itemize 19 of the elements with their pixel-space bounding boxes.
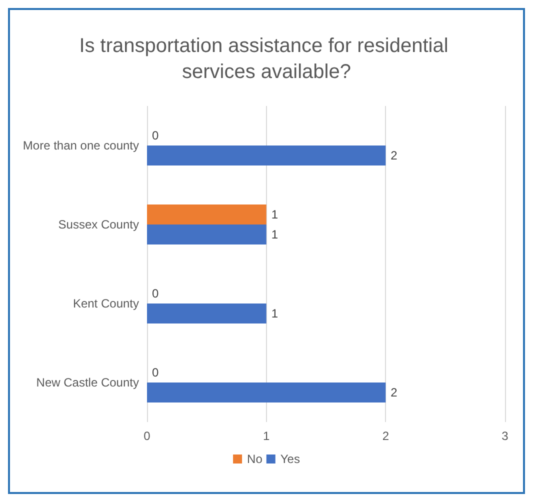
- x-tick-label: 3: [502, 429, 509, 443]
- data-label: 1: [271, 228, 278, 242]
- legend-label: No: [247, 452, 263, 466]
- data-label: 1: [271, 306, 278, 320]
- x-tick-label: 2: [382, 429, 390, 443]
- y-tick-label: New Castle County: [36, 376, 139, 390]
- data-label: 0: [152, 128, 159, 142]
- legend-label: Yes: [280, 452, 300, 466]
- y-tick-label: More than one county: [22, 138, 139, 152]
- data-label: 2: [390, 386, 398, 400]
- chart-title: Is transportation assistance for residential services available?: [79, 35, 454, 83]
- y-tick-label: Sussex County: [58, 218, 139, 232]
- y-tick-label: Kent County: [72, 296, 139, 310]
- data-label: 2: [390, 148, 398, 162]
- x-tick-label: 0: [144, 429, 151, 443]
- data-label: 0: [152, 366, 159, 380]
- data-label: 0: [152, 286, 159, 300]
- x-tick-label: 1: [262, 429, 270, 443]
- data-label: 1: [271, 208, 278, 222]
